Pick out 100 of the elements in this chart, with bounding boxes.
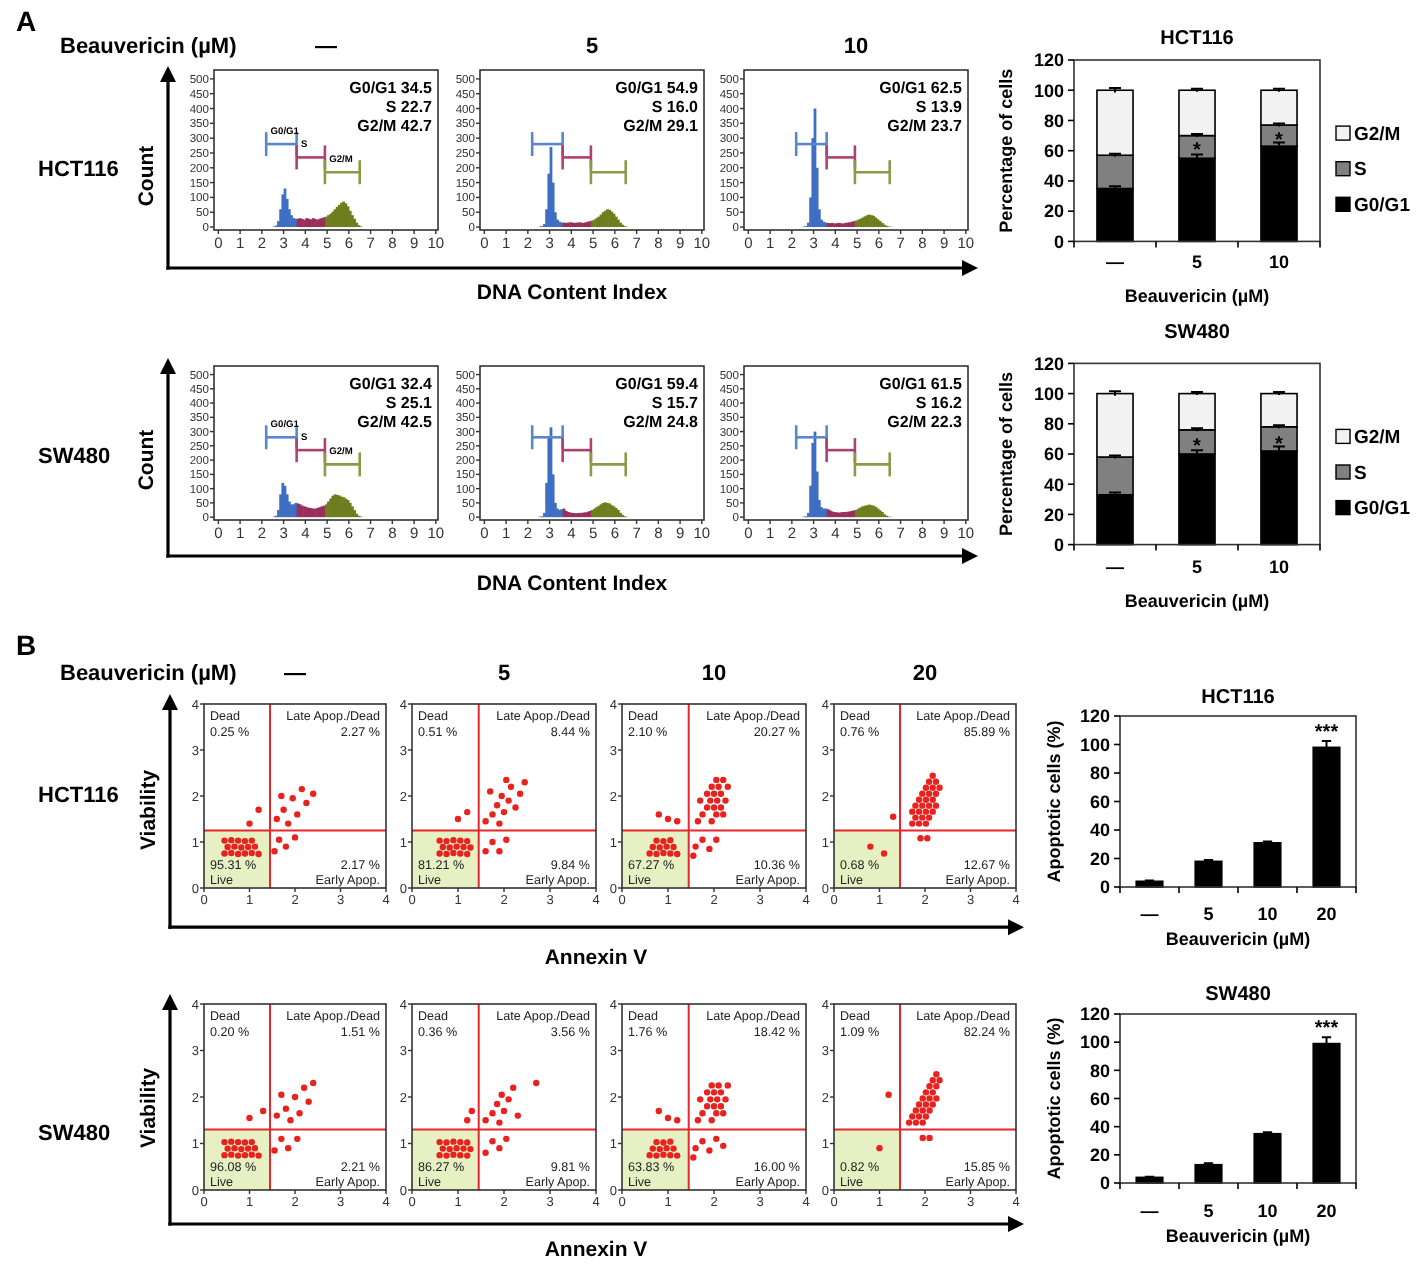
chart-title: 20 xyxy=(912,662,938,686)
x-axis-title: Beauvericin (µM) xyxy=(1165,929,1311,949)
chart-title: HCT116 xyxy=(1160,28,1235,50)
y-tick-label: 60 xyxy=(1043,141,1064,161)
y-tick-label: 60 xyxy=(1043,444,1064,465)
x-tick-label: 5 xyxy=(1191,557,1203,577)
text: HCT116 xyxy=(38,158,119,182)
annotation: G2/M 23.7 xyxy=(887,117,964,135)
annotation: G0/G1 54.9 xyxy=(615,79,700,97)
x-tick-label: 10 xyxy=(1268,557,1290,577)
y-tick-label: 80 xyxy=(1089,1060,1110,1081)
y-axis-title: Percentage of cells xyxy=(996,68,1017,233)
legend-label: G0/G1 xyxy=(1354,194,1412,217)
annotation: G0/G1 34.5 xyxy=(349,79,434,97)
annotation: S 15.7 xyxy=(651,394,700,412)
annotation: G0/G1 59.4 xyxy=(615,375,700,393)
legend-label: S xyxy=(1354,159,1367,182)
annotation: * xyxy=(1275,129,1284,152)
y-tick-label: 40 xyxy=(1089,1116,1110,1137)
chart-title: — xyxy=(284,662,306,686)
chart-title: 10 xyxy=(701,662,727,686)
annotation: S 22.7 xyxy=(385,98,434,116)
y-tick-label: 120 xyxy=(1033,50,1064,71)
annotation: S 16.2 xyxy=(915,394,964,412)
text: Beauvericin (µM) xyxy=(60,662,238,686)
annotation: G0/G1 62.5 xyxy=(879,79,964,97)
annotation: *** xyxy=(1314,721,1339,744)
y-tick-label: 100 xyxy=(1079,1032,1110,1053)
x-axis-title: Annexin V xyxy=(544,946,648,970)
x-tick-label: 5 xyxy=(1203,904,1214,924)
y-tick-label: 40 xyxy=(1043,474,1064,495)
y-tick-label: 120 xyxy=(1079,1004,1110,1025)
x-tick-label: 10 xyxy=(1257,1201,1278,1221)
y-axis-title: Viability xyxy=(137,1067,162,1149)
chart-title: SW480 xyxy=(1205,984,1272,1006)
legend-label: G2/M xyxy=(1354,427,1401,450)
annotation: G2/M 42.5 xyxy=(357,413,434,431)
text: B xyxy=(16,629,37,661)
y-tick-label: 100 xyxy=(1033,383,1064,404)
annotation: *** xyxy=(1314,1018,1339,1041)
y-tick-label: 120 xyxy=(1033,353,1064,374)
y-tick-label: 20 xyxy=(1043,504,1064,525)
x-tick-label: 5 xyxy=(1203,1201,1214,1221)
annotation: G2/M 22.3 xyxy=(887,413,964,431)
x-axis-title: Beauvericin (µM) xyxy=(1165,1226,1311,1246)
y-tick-label: 120 xyxy=(1079,706,1110,727)
y-tick-label: 100 xyxy=(1079,734,1110,755)
chart-title: — xyxy=(315,35,337,59)
chart-title: 5 xyxy=(497,662,511,686)
chart-title: 10 xyxy=(843,35,869,59)
chart-title: HCT116 xyxy=(1201,687,1276,709)
y-axis-title: Viability xyxy=(137,769,162,851)
x-tick-label: — xyxy=(1106,252,1124,272)
annotation: G2/M 42.7 xyxy=(357,117,434,135)
y-axis-title: Percentage of cells xyxy=(996,371,1017,537)
legend-label: G2/M xyxy=(1354,123,1401,146)
x-tick-label: 20 xyxy=(1316,904,1337,924)
y-tick-label: 80 xyxy=(1043,110,1064,131)
text: SW480 xyxy=(38,445,111,469)
annotation: * xyxy=(1193,140,1202,163)
y-tick-label: 100 xyxy=(1033,80,1064,101)
x-axis-title: DNA Content Index xyxy=(476,572,668,596)
x-tick-label: 10 xyxy=(1257,904,1278,924)
annotation: S 25.1 xyxy=(385,394,434,412)
x-axis-title: Beauvericin (µM) xyxy=(1124,286,1270,306)
annotation: * xyxy=(1275,434,1284,457)
text: A xyxy=(16,5,37,37)
y-tick-label: 20 xyxy=(1043,201,1064,222)
chart-title: 5 xyxy=(585,35,599,59)
y-tick-label: 0 xyxy=(1099,1173,1110,1194)
annotation: G2/M 24.8 xyxy=(623,413,700,431)
x-tick-label: — xyxy=(1106,557,1124,577)
y-tick-label: 80 xyxy=(1089,763,1110,784)
x-axis-title: Beauvericin (µM) xyxy=(1124,591,1270,611)
annotation: G2/M 29.1 xyxy=(623,117,700,135)
x-tick-label: 10 xyxy=(1268,252,1290,272)
x-tick-label: 5 xyxy=(1191,252,1203,272)
y-axis-title: Apoptotic cells (%) xyxy=(1044,720,1065,883)
x-tick-label: — xyxy=(1140,904,1159,924)
annotation: * xyxy=(1193,435,1202,458)
legend-label: S xyxy=(1354,462,1367,485)
y-tick-label: 20 xyxy=(1089,848,1110,869)
x-tick-label: 20 xyxy=(1316,1201,1337,1221)
y-tick-label: 40 xyxy=(1089,820,1110,841)
chart-title: SW480 xyxy=(1164,322,1231,344)
text: SW480 xyxy=(38,1122,111,1146)
y-axis-title: Apoptotic cells (%) xyxy=(1044,1017,1065,1180)
y-tick-label: 60 xyxy=(1089,791,1110,812)
annotation: S 16.0 xyxy=(651,98,700,116)
annotation: S 13.9 xyxy=(915,98,964,116)
text: HCT116 xyxy=(38,784,119,808)
x-axis-title: Annexin V xyxy=(544,1238,648,1262)
y-axis-title: Count xyxy=(135,428,160,491)
y-tick-label: 80 xyxy=(1043,414,1064,435)
x-axis-title: DNA Content Index xyxy=(476,281,668,305)
text: Beauvericin (µM) xyxy=(60,35,238,59)
legend-label: G0/G1 xyxy=(1354,498,1412,521)
x-tick-label: — xyxy=(1140,1201,1159,1221)
y-tick-label: 40 xyxy=(1043,171,1064,192)
y-tick-label: 60 xyxy=(1089,1088,1110,1109)
